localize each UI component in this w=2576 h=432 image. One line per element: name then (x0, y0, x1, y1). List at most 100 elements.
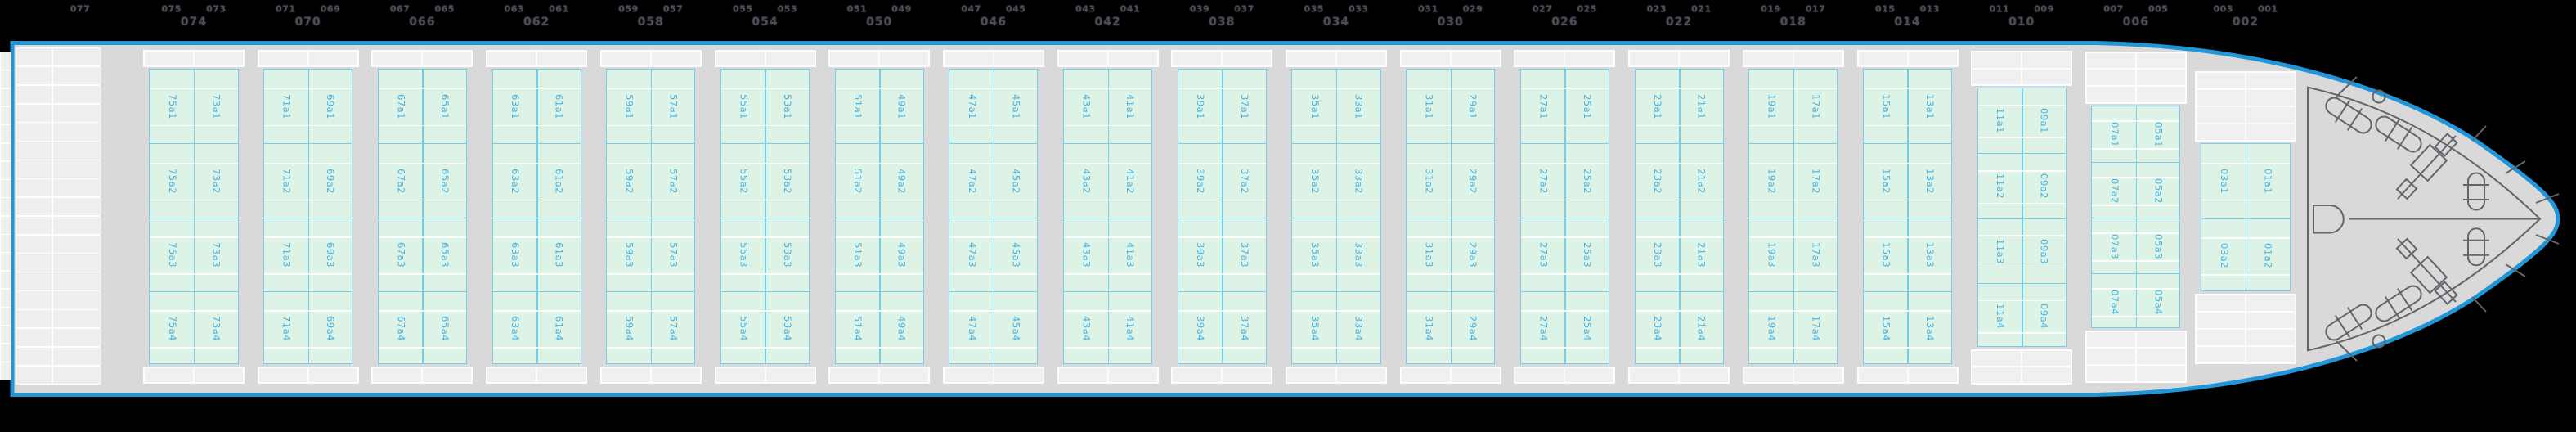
slot-cell[interactable]: 27a1 (1521, 88, 1565, 125)
slot-cell[interactable]: 43a1 (1064, 88, 1108, 125)
slot-cell[interactable]: 67a3 (379, 236, 423, 273)
slot-cell[interactable]: 47a2 (949, 163, 994, 200)
slot-cell[interactable]: 47a4 (949, 310, 994, 347)
slot-cell[interactable]: 05a4 (2136, 288, 2180, 316)
slot-cell[interactable]: 69a4 (308, 310, 352, 347)
slot-cell[interactable]: 37a3 (1222, 236, 1266, 273)
slot-cell[interactable]: 57a1 (651, 88, 695, 125)
slot-cell[interactable]: 03a2 (2201, 237, 2246, 274)
slot-cell[interactable]: 05a3 (2136, 232, 2180, 260)
slot-cell[interactable]: 29a3 (1451, 236, 1495, 273)
slot-cell[interactable]: 33a3 (1336, 236, 1380, 273)
slot-cell[interactable]: 07a4 (2092, 288, 2136, 316)
slot-cell[interactable]: 01a2 (2246, 237, 2290, 274)
slot-cell[interactable]: 57a2 (651, 163, 695, 200)
slot-cell[interactable]: 21a3 (1679, 236, 1723, 273)
slot-cell[interactable]: 53a1 (765, 88, 809, 125)
slot-cell[interactable]: 49a1 (879, 88, 923, 125)
slot-cell[interactable]: 73a3 (194, 236, 238, 273)
slot-cell[interactable]: 25a1 (1564, 88, 1609, 125)
slot-cell[interactable]: 35a1 (1292, 88, 1336, 125)
slot-cell[interactable]: 63a1 (493, 88, 537, 125)
slot-cell[interactable]: 73a2 (194, 163, 238, 200)
slot-cell[interactable]: 43a3 (1064, 236, 1108, 273)
slot-cell[interactable]: 61a4 (536, 310, 581, 347)
slot-cell[interactable]: 31a2 (1407, 163, 1451, 200)
slot-cell[interactable]: 29a2 (1451, 163, 1495, 200)
slot-cell[interactable]: 11a4 (1978, 300, 2022, 333)
slot-cell[interactable]: 19a1 (1749, 88, 1793, 125)
slot-cell[interactable]: 59a1 (607, 88, 651, 125)
slot-cell[interactable]: 35a3 (1292, 236, 1336, 273)
slot-cell[interactable]: 43a2 (1064, 163, 1108, 200)
slot-cell[interactable]: 17a1 (1793, 88, 1838, 125)
slot-cell[interactable]: 33a4 (1336, 310, 1380, 347)
slot-cell[interactable]: 51a4 (836, 310, 880, 347)
slot-cell[interactable]: 13a4 (1907, 310, 1951, 347)
slot-cell[interactable]: 69a1 (308, 88, 352, 125)
slot-cell[interactable]: 15a1 (1864, 88, 1908, 125)
slot-cell[interactable]: 21a4 (1679, 310, 1723, 347)
slot-cell[interactable]: 53a4 (765, 310, 809, 347)
slot-cell[interactable]: 57a3 (651, 236, 695, 273)
slot-cell[interactable]: 15a3 (1864, 236, 1908, 273)
slot-cell[interactable]: 23a1 (1636, 88, 1680, 125)
slot-cell[interactable]: 39a1 (1178, 88, 1223, 125)
slot-cell[interactable]: 33a1 (1336, 88, 1380, 125)
slot-cell[interactable]: 45a3 (994, 236, 1038, 273)
slot-cell[interactable]: 59a4 (607, 310, 651, 347)
slot-cell[interactable]: 07a2 (2092, 177, 2136, 205)
slot-cell[interactable]: 45a1 (994, 88, 1038, 125)
slot-cell[interactable]: 23a2 (1636, 163, 1680, 200)
slot-cell[interactable]: 63a3 (493, 236, 537, 273)
slot-cell[interactable]: 11a2 (1978, 170, 2022, 203)
slot-cell[interactable]: 17a4 (1793, 310, 1838, 347)
slot-cell[interactable]: 09a4 (2022, 300, 2066, 333)
slot-cell[interactable]: 65a1 (422, 88, 466, 125)
slot-cell[interactable]: 59a3 (607, 236, 651, 273)
slot-cell[interactable]: 31a4 (1407, 310, 1451, 347)
slot-cell[interactable]: 33a2 (1336, 163, 1380, 200)
slot-cell[interactable]: 17a2 (1793, 163, 1838, 200)
slot-cell[interactable]: 39a4 (1178, 310, 1223, 347)
slot-cell[interactable]: 25a4 (1564, 310, 1609, 347)
slot-cell[interactable]: 29a4 (1451, 310, 1495, 347)
slot-cell[interactable]: 67a1 (379, 88, 423, 125)
slot-cell[interactable]: 09a2 (2022, 170, 2066, 203)
slot-cell[interactable]: 13a1 (1907, 88, 1951, 125)
slot-cell[interactable]: 69a3 (308, 236, 352, 273)
slot-cell[interactable]: 61a3 (536, 236, 581, 273)
slot-cell[interactable]: 09a1 (2022, 105, 2066, 137)
slot-cell[interactable]: 55a2 (721, 163, 765, 200)
slot-cell[interactable]: 41a2 (1108, 163, 1152, 200)
slot-cell[interactable]: 01a1 (2246, 163, 2290, 200)
slot-cell[interactable]: 15a4 (1864, 310, 1908, 347)
slot-cell[interactable]: 53a3 (765, 236, 809, 273)
slot-cell[interactable]: 55a1 (721, 88, 765, 125)
slot-cell[interactable]: 73a4 (194, 310, 238, 347)
slot-cell[interactable]: 71a4 (264, 310, 308, 347)
slot-cell[interactable]: 21a1 (1679, 88, 1723, 125)
slot-cell[interactable]: 75a1 (150, 88, 194, 125)
slot-cell[interactable]: 73a1 (194, 88, 238, 125)
slot-cell[interactable]: 71a1 (264, 88, 308, 125)
slot-cell[interactable]: 07a1 (2092, 120, 2136, 148)
slot-cell[interactable]: 31a1 (1407, 88, 1451, 125)
slot-cell[interactable]: 17a3 (1793, 236, 1838, 273)
slot-cell[interactable]: 45a4 (994, 310, 1038, 347)
slot-cell[interactable]: 69a2 (308, 163, 352, 200)
slot-cell[interactable]: 67a2 (379, 163, 423, 200)
slot-cell[interactable]: 05a2 (2136, 177, 2180, 205)
slot-cell[interactable]: 37a2 (1222, 163, 1266, 200)
slot-cell[interactable]: 15a2 (1864, 163, 1908, 200)
slot-cell[interactable]: 11a3 (1978, 235, 2022, 268)
slot-cell[interactable]: 09a3 (2022, 235, 2066, 268)
slot-cell[interactable]: 65a2 (422, 163, 466, 200)
slot-cell[interactable]: 75a3 (150, 236, 194, 273)
slot-cell[interactable]: 13a2 (1907, 163, 1951, 200)
slot-cell[interactable]: 71a3 (264, 236, 308, 273)
slot-cell[interactable]: 53a2 (765, 163, 809, 200)
slot-cell[interactable]: 45a2 (994, 163, 1038, 200)
slot-cell[interactable]: 23a3 (1636, 236, 1680, 273)
slot-cell[interactable]: 19a4 (1749, 310, 1793, 347)
